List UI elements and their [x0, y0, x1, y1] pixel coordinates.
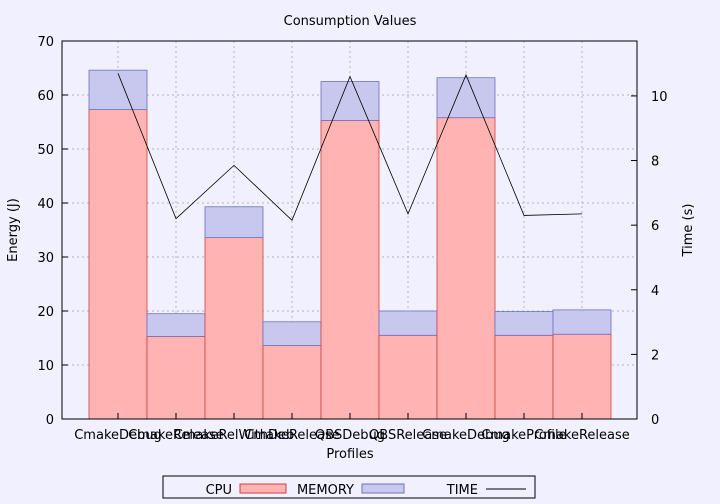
x-tick-label: CmakeRelease — [244, 428, 340, 443]
x-tick-label: CmakeRelease — [534, 428, 630, 443]
x-axis-label: Profiles — [326, 447, 373, 462]
x-tick-label: CmakeRelease — [128, 428, 224, 443]
bar-memory — [88, 69, 148, 110]
x-tick-label: CmakeDebug — [422, 428, 510, 443]
bar-memory — [146, 313, 206, 337]
legend-label-memory: MEMORY — [297, 483, 354, 498]
y-tick-label: 0 — [46, 413, 54, 428]
bar-cpu — [146, 335, 206, 420]
legend-box — [162, 475, 536, 499]
axis-ticks: 0102030405060700246810CmakeDebugCmakeRel… — [37, 35, 667, 443]
y-tick-label: 30 — [37, 251, 54, 266]
x-tick-label: CmakeDebug — [74, 428, 162, 443]
y-tick-label: 20 — [37, 305, 54, 320]
bar-memory — [494, 311, 554, 336]
bar-cpu — [204, 237, 264, 420]
x-tick-label: CmakeRelWithDeb — [174, 428, 295, 443]
y2-tick-label: 10 — [651, 90, 668, 105]
bars — [88, 69, 612, 420]
bar-memory — [320, 81, 380, 121]
bar-memory — [436, 77, 496, 119]
legend-swatch-cpu — [239, 483, 287, 494]
chart-title: Consumption Values — [284, 14, 417, 29]
bar-cpu — [378, 334, 438, 420]
bar-memory — [262, 321, 322, 346]
y-tick-label: 70 — [37, 35, 54, 50]
y-tick-label: 60 — [37, 89, 54, 104]
y-tick-label: 10 — [37, 359, 54, 374]
series-line-time — [117, 73, 583, 222]
y2-tick-label: 4 — [651, 284, 659, 299]
bar-cpu — [436, 117, 496, 420]
x-tick-label: CmakeProfile — [481, 428, 566, 443]
x-tick-label: QBSRelease — [369, 428, 447, 443]
bar-cpu — [88, 109, 148, 420]
bar-memory — [204, 206, 264, 238]
y2-tick-label: 2 — [651, 348, 659, 363]
x-tick-label: QBSDebug — [315, 428, 385, 443]
legend-swatch-memory — [361, 483, 405, 494]
y-axis-label: Energy (J) — [6, 198, 21, 262]
legend-label-time: TIME — [446, 483, 478, 498]
bar-memory — [552, 309, 612, 335]
y2-tick-label: 8 — [651, 155, 659, 170]
bar-memory — [378, 310, 438, 336]
bar-cpu — [320, 119, 380, 420]
legend: CPU MEMORY TIME — [162, 475, 536, 499]
y2-tick-label: 0 — [651, 413, 659, 428]
y-tick-label: 50 — [37, 143, 54, 158]
y2-axis-label: Time (s) — [681, 204, 696, 258]
time-line — [117, 73, 583, 222]
y-tick-label: 40 — [37, 197, 54, 212]
y2-tick-label: 6 — [651, 219, 659, 234]
bar-cpu — [494, 334, 554, 420]
bar-cpu — [262, 345, 322, 420]
bar-cpu — [552, 333, 612, 420]
legend-label-cpu: CPU — [206, 483, 232, 498]
